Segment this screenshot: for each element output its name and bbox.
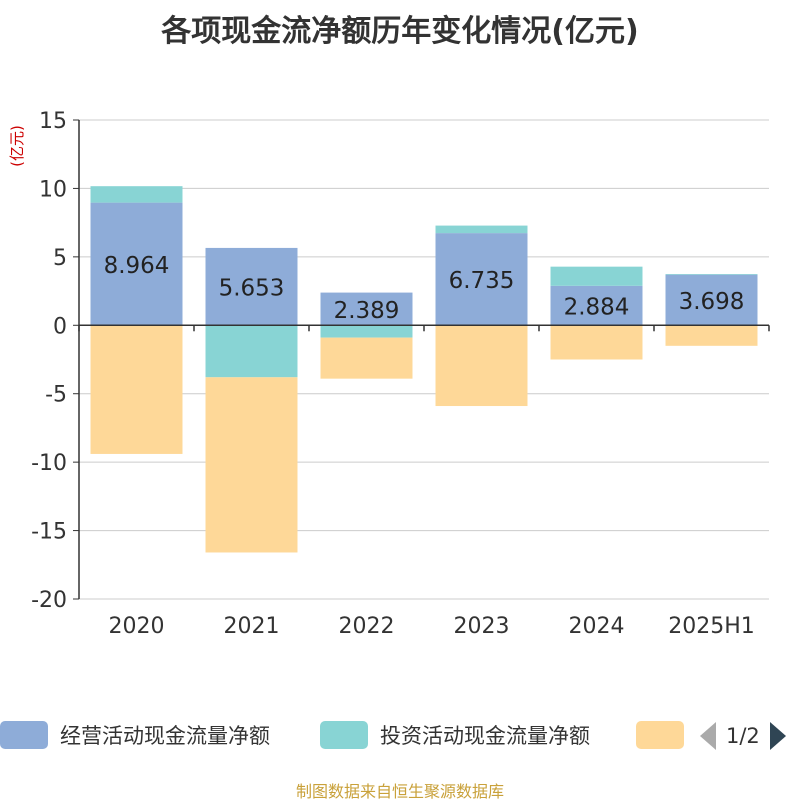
bar-financing xyxy=(320,337,413,379)
legend-swatch-operating xyxy=(0,721,48,749)
legend: 经营活动现金流量净额 投资活动现金流量净额 1/2 xyxy=(0,716,800,756)
data-label: 5.653 xyxy=(219,276,285,302)
bar-operating xyxy=(550,285,643,326)
bar-financing xyxy=(435,325,528,407)
legend-item-investing[interactable]: 投资活动现金流量净额 xyxy=(320,720,590,750)
data-label: 2.389 xyxy=(334,298,400,324)
legend-item-financing[interactable] xyxy=(636,720,696,750)
bar-investing xyxy=(665,273,758,275)
source-note: 制图数据来自恒生聚源数据库 xyxy=(295,782,504,801)
bar-operating xyxy=(90,202,183,326)
triangle-left-icon[interactable] xyxy=(700,722,716,750)
bar-investing xyxy=(90,186,183,203)
data-label: 3.698 xyxy=(679,289,745,315)
bar-financing xyxy=(90,325,183,454)
data-label: 8.964 xyxy=(104,253,170,279)
bar-investing xyxy=(205,325,298,378)
legend-label-operating: 经营活动现金流量净额 xyxy=(60,724,270,748)
y-tick-label: -20 xyxy=(31,588,67,613)
legend-item-operating[interactable]: 经营活动现金流量净额 xyxy=(0,720,270,750)
data-label: 2.884 xyxy=(564,295,630,321)
bar-financing xyxy=(665,325,758,346)
legend-pager: 1/2 xyxy=(700,720,786,752)
legend-label-investing: 投资活动现金流量净额 xyxy=(380,724,590,748)
x-tick-label: 2021 xyxy=(224,614,280,639)
triangle-right-icon[interactable] xyxy=(769,722,786,750)
x-tick-label: 2025H1 xyxy=(668,614,755,639)
data-label: 6.735 xyxy=(449,268,515,294)
x-tick-label: 2023 xyxy=(454,614,510,639)
legend-swatch-financing xyxy=(636,721,684,749)
bar-investing xyxy=(435,225,528,234)
y-axis-unit-label: (亿元) xyxy=(8,125,26,167)
bar-operating xyxy=(665,274,758,326)
y-tick-label: 5 xyxy=(53,246,67,271)
legend-swatch-investing xyxy=(320,721,368,749)
bar-operating xyxy=(205,247,298,326)
y-tick-label: -10 xyxy=(31,451,67,476)
bar-operating xyxy=(435,233,528,326)
bar-financing xyxy=(205,377,298,553)
y-tick-label: -5 xyxy=(45,383,67,408)
x-tick-label: 2022 xyxy=(339,614,395,639)
y-tick-label: 0 xyxy=(53,314,67,339)
bar-investing xyxy=(550,266,643,286)
y-tick-label: -15 xyxy=(31,520,67,545)
bar-investing xyxy=(320,325,413,338)
chart-title: 各项现金流净额历年变化情况(亿元) xyxy=(161,14,639,49)
x-tick-label: 2020 xyxy=(109,614,165,639)
bar-chart: 15 10 5 0 -5 -10 -15 -20 8.964 5.653 2.389 6.735 2.8… xyxy=(8,109,770,639)
bar-financing xyxy=(550,325,643,360)
x-tick-label: 2024 xyxy=(569,614,625,639)
y-tick-label: 10 xyxy=(39,177,67,202)
bar-operating xyxy=(320,292,413,326)
legend-page-indicator: 1/2 xyxy=(726,724,760,748)
y-tick-label: 15 xyxy=(39,109,67,134)
